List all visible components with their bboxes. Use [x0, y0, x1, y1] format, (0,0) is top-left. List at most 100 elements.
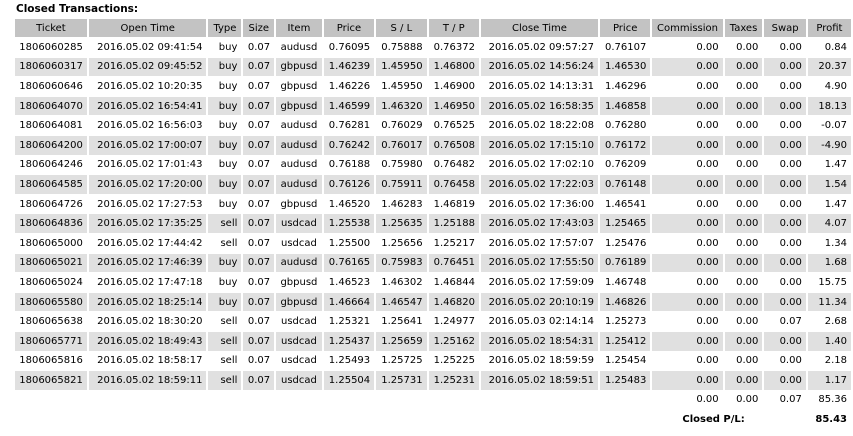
cell-profit: 1.54: [807, 175, 851, 194]
cell-taxes: 0.00: [736, 198, 759, 210]
table-row: 1806064726 2016.05.02 17:27:53 buy 0.07 gbpu…: [15, 195, 851, 214]
cell-size: 0.07: [247, 159, 271, 171]
cell-take-profit: 1.46820: [428, 292, 479, 312]
cell-item: gbpusd: [280, 276, 318, 288]
cell-open-time: 2016.05.02 09:41:54: [97, 41, 203, 53]
cell-close-price: 0.76148: [599, 175, 651, 194]
cell-close-time: 2016.05.03 02:14:14: [488, 316, 594, 328]
table-row: 1806064200 2016.05.02 17:00:07 buy 0.07 audu…: [15, 135, 851, 155]
cell-profit: -0.07: [821, 120, 847, 132]
cell-stop-loss: 1.46547: [376, 292, 427, 312]
column-header-commission[interactable]: Commission: [652, 19, 723, 37]
cell-swap: 0.00: [779, 276, 802, 288]
cell-size: 0.07: [243, 96, 275, 116]
cell-commission: 0.00: [652, 135, 723, 155]
cell-take-profit: 1.25162: [428, 331, 479, 351]
cell-type: buy: [208, 292, 242, 312]
column-header-size[interactable]: Size: [243, 19, 275, 37]
cell-open-time: 2016.05.02 18:49:43: [88, 331, 207, 351]
cell-open-price: 1.25321: [328, 316, 371, 328]
cell-take-profit: 1.46819: [433, 198, 475, 210]
column-header-take-profit[interactable]: T / P: [428, 19, 479, 37]
cell-stop-loss: 0.76017: [376, 135, 427, 155]
cell-open-time: 2016.05.02 10:20:35: [97, 80, 203, 92]
cell-take-profit: 0.76508: [428, 135, 479, 155]
cell-open-price: 1.46599: [323, 96, 375, 116]
cell-swap: 0.00: [779, 80, 802, 92]
column-header-type[interactable]: Type: [208, 19, 242, 37]
cell-commission: 0.00: [652, 371, 723, 390]
column-header-close-price[interactable]: Price: [599, 19, 651, 37]
closed-pl-value: 85.43: [815, 414, 847, 426]
cell-swap: 0.00: [779, 41, 802, 53]
cell-close-time: 2016.05.02 16:58:35: [480, 96, 598, 116]
column-header-close-time[interactable]: Close Time: [480, 19, 598, 37]
cell-commission: 0.00: [696, 120, 719, 132]
column-header-ticket[interactable]: Ticket: [15, 19, 87, 37]
cell-swap: 0.00: [764, 96, 806, 116]
cell-close-time: 2016.05.02 14:56:24: [480, 57, 598, 77]
column-header-taxes[interactable]: Taxes: [724, 19, 763, 37]
column-header-open-price[interactable]: Price: [323, 19, 375, 37]
column-header-item[interactable]: Item: [276, 19, 322, 37]
cell-profit: 1.68: [807, 253, 851, 273]
cell-open-price: 0.76165: [323, 253, 375, 273]
cell-item: audusd: [276, 253, 322, 273]
column-header-swap[interactable]: Swap: [764, 19, 806, 37]
cell-swap: 0.00: [779, 355, 802, 367]
cell-swap: 0.07: [779, 316, 802, 328]
cell-take-profit: 0.76482: [433, 159, 475, 171]
cell-taxes: 0.00: [724, 371, 763, 390]
cell-commission: 0.00: [696, 276, 719, 288]
table-row: 1806064585 2016.05.02 17:20:00 buy 0.07 audu…: [15, 175, 851, 194]
cell-item: usdcad: [281, 355, 317, 367]
cell-take-profit: 1.46844: [433, 276, 475, 288]
cell-take-profit: 1.24977: [433, 316, 475, 328]
total-profit: 85.36: [818, 394, 847, 406]
cell-commission: 0.00: [696, 237, 719, 249]
cell-type: buy: [218, 276, 238, 288]
section-title: Closed Transactions:: [16, 3, 139, 15]
cell-close-time: 2016.05.02 20:10:19: [480, 292, 598, 312]
cell-profit: 1.47: [824, 198, 847, 210]
cell-open-price: 0.76095: [328, 41, 371, 53]
cell-item: gbpusd: [276, 292, 322, 312]
column-header-open-time[interactable]: Open Time: [88, 19, 207, 37]
cell-size: 0.07: [247, 80, 271, 92]
cell-ticket: 1806065638: [19, 316, 83, 328]
cell-size: 0.07: [243, 135, 275, 155]
cell-profit: 2.68: [824, 316, 847, 328]
column-header-stop-loss[interactable]: S / L: [376, 19, 427, 37]
cell-taxes: 0.00: [736, 316, 759, 328]
cell-ticket: 1806064585: [15, 175, 87, 194]
cell-swap: 0.00: [764, 253, 806, 273]
total-commission: 0.00: [696, 394, 719, 406]
cell-open-time: 2016.05.02 17:46:39: [88, 253, 207, 273]
cell-close-price: 1.46530: [599, 57, 651, 77]
cell-open-time: 2016.05.02 18:30:20: [97, 316, 203, 328]
cell-stop-loss: 1.45950: [381, 80, 423, 92]
cell-item: gbpusd: [276, 96, 322, 116]
column-header-profit[interactable]: Profit: [807, 19, 851, 37]
cell-type: buy: [208, 135, 242, 155]
cell-taxes: 0.00: [724, 135, 763, 155]
cell-open-price: 1.25504: [323, 371, 375, 390]
cell-size: 0.07: [243, 214, 275, 233]
cell-open-time: 2016.05.02 17:20:00: [88, 175, 207, 194]
cell-ticket: 1806065024: [19, 276, 83, 288]
cell-item: audusd: [280, 159, 318, 171]
cell-close-time: 2016.05.02 18:22:08: [488, 120, 594, 132]
cell-close-time: 2016.05.02 17:02:10: [488, 159, 594, 171]
cell-type: sell: [208, 214, 242, 233]
cell-open-price: 1.46664: [323, 292, 375, 312]
cell-profit: 2.18: [824, 355, 847, 367]
cell-taxes: 0.00: [724, 57, 763, 77]
cell-ticket: 1806064070: [15, 96, 87, 116]
cell-stop-loss: 0.75980: [381, 159, 423, 171]
total-taxes: 0.00: [736, 394, 759, 406]
cell-stop-loss: 1.25635: [376, 214, 427, 233]
cell-close-price: 0.76189: [599, 253, 651, 273]
closed-pl-row: Closed P/L: 85.43: [15, 410, 851, 429]
cell-profit: 18.13: [807, 96, 851, 116]
